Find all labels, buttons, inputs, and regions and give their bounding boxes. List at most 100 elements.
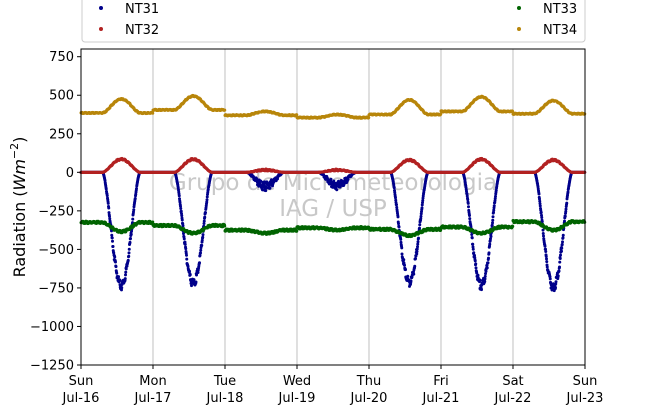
data-point: [133, 196, 137, 200]
data-point: [487, 251, 491, 255]
data-point: [476, 273, 480, 277]
data-point: [128, 240, 132, 244]
data-point: [474, 262, 478, 266]
data-point: [559, 253, 562, 257]
data-point: [129, 237, 132, 241]
data-point: [560, 242, 564, 246]
data-point: [493, 197, 497, 200]
data-point: [557, 269, 561, 273]
data-point: [548, 277, 552, 281]
data-point: [416, 242, 420, 246]
data-point: [223, 224, 227, 228]
data-point: [472, 251, 476, 255]
data-point: [544, 249, 548, 253]
data-point: [406, 274, 410, 278]
data-point: [180, 218, 184, 222]
data-point: [400, 252, 404, 256]
legend-label-nt34: NT34: [543, 23, 577, 38]
data-point: [558, 256, 562, 260]
data-point: [180, 214, 184, 218]
data-point: [415, 247, 419, 251]
data-points: [79, 93, 587, 293]
data-point: [540, 215, 544, 219]
data-point: [491, 218, 495, 222]
data-point: [467, 205, 470, 209]
data-point: [192, 278, 196, 282]
data-point: [200, 243, 204, 247]
data-point: [564, 207, 568, 211]
data-point: [397, 225, 401, 229]
data-point: [205, 198, 209, 202]
data-point: [184, 247, 188, 251]
data-point: [185, 253, 188, 257]
data-point: [395, 203, 398, 207]
data-point: [107, 206, 111, 210]
data-point: [564, 210, 568, 214]
data-point: [538, 197, 541, 201]
data-point: [539, 210, 543, 214]
data-point: [541, 232, 545, 236]
data-point: [561, 233, 565, 237]
data-point: [120, 286, 124, 290]
data-point: [488, 242, 492, 246]
data-point: [409, 279, 413, 283]
data-point: [110, 236, 114, 240]
data-point: [185, 257, 189, 261]
data-point: [419, 217, 423, 221]
data-point: [113, 255, 117, 259]
data-point: [491, 221, 494, 225]
data-point: [558, 260, 562, 264]
series-nt32: [79, 156, 587, 174]
data-point: [537, 192, 541, 196]
data-point: [104, 187, 108, 191]
data-point: [114, 265, 118, 269]
data-point: [538, 202, 542, 206]
legend-label-nt32: NT32: [125, 23, 159, 38]
data-point: [418, 226, 421, 230]
data-point: [399, 240, 403, 244]
data-point: [483, 277, 487, 281]
data-point: [261, 185, 265, 189]
data-point: [483, 274, 487, 278]
data-point: [203, 215, 207, 219]
data-point: [563, 214, 567, 218]
data-point: [492, 204, 496, 208]
data-point: [129, 232, 133, 236]
data-point: [415, 252, 419, 256]
data-point: [494, 194, 497, 198]
data-point: [561, 236, 565, 240]
data-point: [413, 264, 417, 268]
data-point: [404, 268, 407, 272]
data-point: [295, 229, 299, 233]
data-point: [127, 247, 131, 251]
data-point: [268, 186, 272, 190]
data-point: [255, 177, 259, 181]
data-point: [264, 186, 268, 190]
data-point: [542, 234, 545, 238]
data-point: [418, 223, 422, 227]
data-point: [465, 194, 469, 198]
data-point: [544, 247, 547, 251]
data-point: [105, 194, 109, 198]
data-point: [111, 239, 114, 243]
data-point: [545, 257, 548, 261]
data-point: [199, 251, 202, 255]
data-point: [108, 217, 112, 221]
data-point: [473, 259, 477, 263]
grid-lines: [152, 49, 514, 365]
data-point: [123, 277, 127, 281]
data-point: [396, 215, 400, 219]
data-point: [416, 240, 420, 244]
data-point: [264, 189, 268, 193]
data-point: [135, 187, 138, 191]
data-point: [124, 267, 128, 271]
data-point: [471, 247, 475, 251]
data-point: [414, 257, 417, 261]
data-point: [399, 237, 403, 241]
data-point: [416, 245, 419, 249]
data-point: [541, 228, 545, 232]
data-point: [466, 198, 470, 202]
data-point: [471, 242, 475, 246]
data-point: [543, 244, 547, 248]
